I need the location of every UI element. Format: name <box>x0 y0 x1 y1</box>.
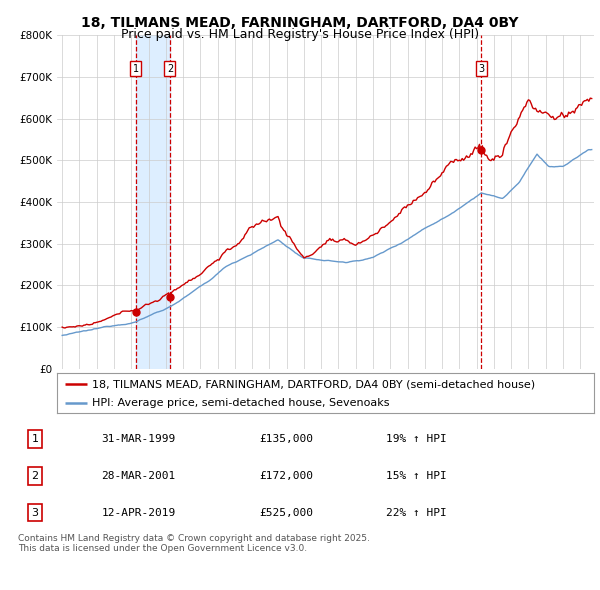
Text: Contains HM Land Registry data © Crown copyright and database right 2025.
This d: Contains HM Land Registry data © Crown c… <box>18 534 370 553</box>
Text: £135,000: £135,000 <box>260 434 314 444</box>
Text: 12-APR-2019: 12-APR-2019 <box>101 507 176 517</box>
Text: 3: 3 <box>32 507 38 517</box>
Bar <box>136 35 170 369</box>
Text: 18, TILMANS MEAD, FARNINGHAM, DARTFORD, DA4 0BY: 18, TILMANS MEAD, FARNINGHAM, DARTFORD, … <box>81 16 519 30</box>
Text: 2: 2 <box>167 64 173 74</box>
Text: £172,000: £172,000 <box>260 471 314 481</box>
Text: £525,000: £525,000 <box>260 507 314 517</box>
Text: 28-MAR-2001: 28-MAR-2001 <box>101 471 176 481</box>
Text: 31-MAR-1999: 31-MAR-1999 <box>101 434 176 444</box>
Text: 3: 3 <box>478 64 484 74</box>
Text: 15% ↑ HPI: 15% ↑ HPI <box>386 471 447 481</box>
Text: 1: 1 <box>32 434 38 444</box>
Text: 19% ↑ HPI: 19% ↑ HPI <box>386 434 447 444</box>
Text: Price paid vs. HM Land Registry's House Price Index (HPI): Price paid vs. HM Land Registry's House … <box>121 28 479 41</box>
Text: 22% ↑ HPI: 22% ↑ HPI <box>386 507 447 517</box>
Text: 1: 1 <box>133 64 139 74</box>
Text: 2: 2 <box>31 471 38 481</box>
Text: 18, TILMANS MEAD, FARNINGHAM, DARTFORD, DA4 0BY (semi-detached house): 18, TILMANS MEAD, FARNINGHAM, DARTFORD, … <box>92 379 535 389</box>
Text: HPI: Average price, semi-detached house, Sevenoaks: HPI: Average price, semi-detached house,… <box>92 398 389 408</box>
